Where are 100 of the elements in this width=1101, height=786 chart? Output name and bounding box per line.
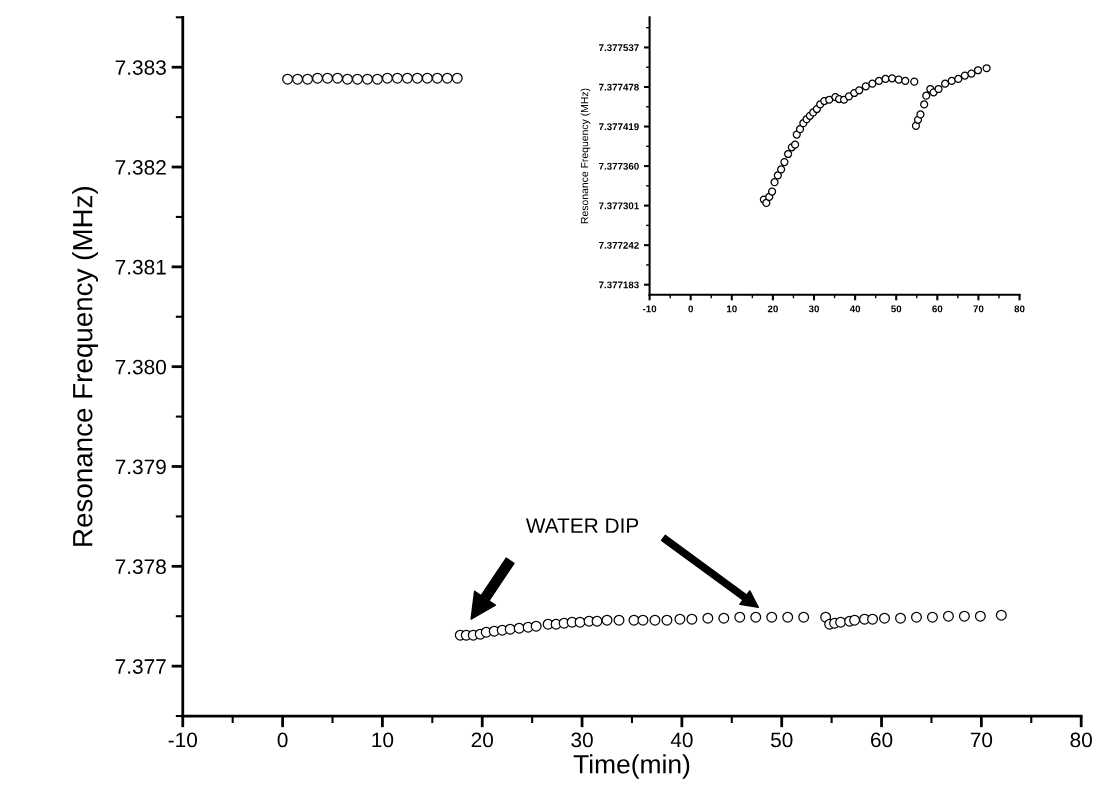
x-tick-label: 80: [1014, 305, 1025, 313]
point: [982, 64, 991, 73]
point: [967, 69, 976, 78]
point: [371, 73, 383, 85]
point: [934, 84, 943, 94]
point: [431, 72, 443, 84]
point: [995, 609, 1007, 621]
y-tick-label: 7.383: [115, 60, 166, 75]
y-tick-label: 7.377301: [599, 202, 639, 210]
x-tick-label: 70: [970, 732, 993, 748]
point: [661, 614, 673, 626]
point: [784, 149, 793, 159]
point: [798, 611, 810, 623]
x-tick-label: 30: [571, 732, 593, 748]
point: [910, 611, 922, 623]
point: [922, 91, 931, 100]
x-tick-label: 20: [471, 732, 494, 748]
y-tick-label: 7.377537: [599, 44, 639, 52]
y-tick-label: 7.381: [115, 259, 166, 275]
point: [341, 73, 353, 85]
point: [702, 612, 714, 624]
x-tick-label: 40: [670, 732, 693, 748]
point: [941, 79, 950, 88]
point: [901, 76, 910, 86]
x-tick-label: 40: [849, 305, 861, 313]
point: [628, 614, 640, 626]
point: [958, 610, 970, 622]
x-tick-label: 60: [871, 732, 893, 748]
point: [530, 620, 542, 632]
point: [926, 611, 938, 623]
point: [916, 110, 925, 119]
y-tick-label: 7.378: [115, 559, 166, 575]
y-tick-label: 7.380: [115, 359, 166, 375]
point: [649, 614, 661, 626]
point: [686, 613, 698, 625]
point: [910, 77, 919, 86]
x-tick-label: 10: [372, 732, 394, 748]
point: [791, 140, 800, 149]
point: [766, 611, 778, 623]
point: [947, 76, 956, 86]
point: [782, 611, 794, 623]
y-tick-label: 7.377183: [599, 281, 639, 289]
point: [881, 74, 890, 84]
point: [421, 72, 433, 84]
x-tick-label: 80: [1070, 732, 1092, 748]
x-tick-label: -10: [642, 305, 657, 313]
x-tick-label: 10: [727, 305, 737, 313]
point: [874, 76, 884, 86]
point: [879, 612, 891, 624]
y-tick-label: 7.377242: [599, 241, 639, 249]
point: [942, 610, 954, 622]
point: [960, 71, 969, 80]
point: [302, 73, 314, 85]
x-tick-label: 0: [277, 732, 288, 748]
point: [391, 72, 403, 84]
y-tick-label: 7.377360: [599, 162, 639, 170]
x-tick-label: 60: [932, 305, 943, 313]
point: [734, 611, 746, 623]
point: [332, 72, 343, 84]
point: [591, 615, 603, 627]
point: [282, 73, 294, 85]
annotation: WATER DIP: [525, 518, 639, 533]
point: [637, 614, 649, 626]
point: [451, 72, 463, 84]
x-tick-label: 0: [688, 305, 693, 313]
y-axis-title: Resonance Frequency (MHz): [580, 88, 591, 224]
y-axis-title: Resonance Frequency (MHz): [72, 186, 98, 546]
point: [574, 616, 586, 628]
x-tick-label: 50: [891, 305, 902, 313]
point: [780, 157, 789, 167]
point: [441, 72, 453, 84]
point: [674, 613, 686, 625]
point: [381, 72, 393, 84]
x-tick-label: -10: [168, 732, 198, 748]
point: [312, 72, 324, 84]
point: [861, 82, 870, 91]
y-tick-label: 7.377478: [599, 83, 639, 91]
point: [835, 616, 847, 628]
point: [868, 79, 877, 88]
point: [867, 613, 879, 625]
point: [888, 74, 897, 83]
point: [613, 614, 625, 626]
point: [849, 614, 861, 626]
y-tick-label: 7.382: [115, 160, 166, 175]
point: [773, 171, 782, 180]
point: [792, 130, 801, 139]
point: [974, 610, 986, 622]
y-tick-label: 7.377: [115, 659, 166, 674]
point: [351, 73, 363, 85]
point: [401, 72, 413, 84]
x-tick-label: 20: [767, 305, 778, 313]
point: [855, 86, 864, 95]
point: [322, 72, 333, 84]
point: [973, 66, 983, 75]
y-tick-label: 7.377419: [599, 123, 639, 131]
point: [825, 95, 834, 104]
point: [411, 72, 423, 84]
point: [718, 612, 730, 624]
point: [954, 74, 963, 84]
point: [920, 100, 929, 109]
